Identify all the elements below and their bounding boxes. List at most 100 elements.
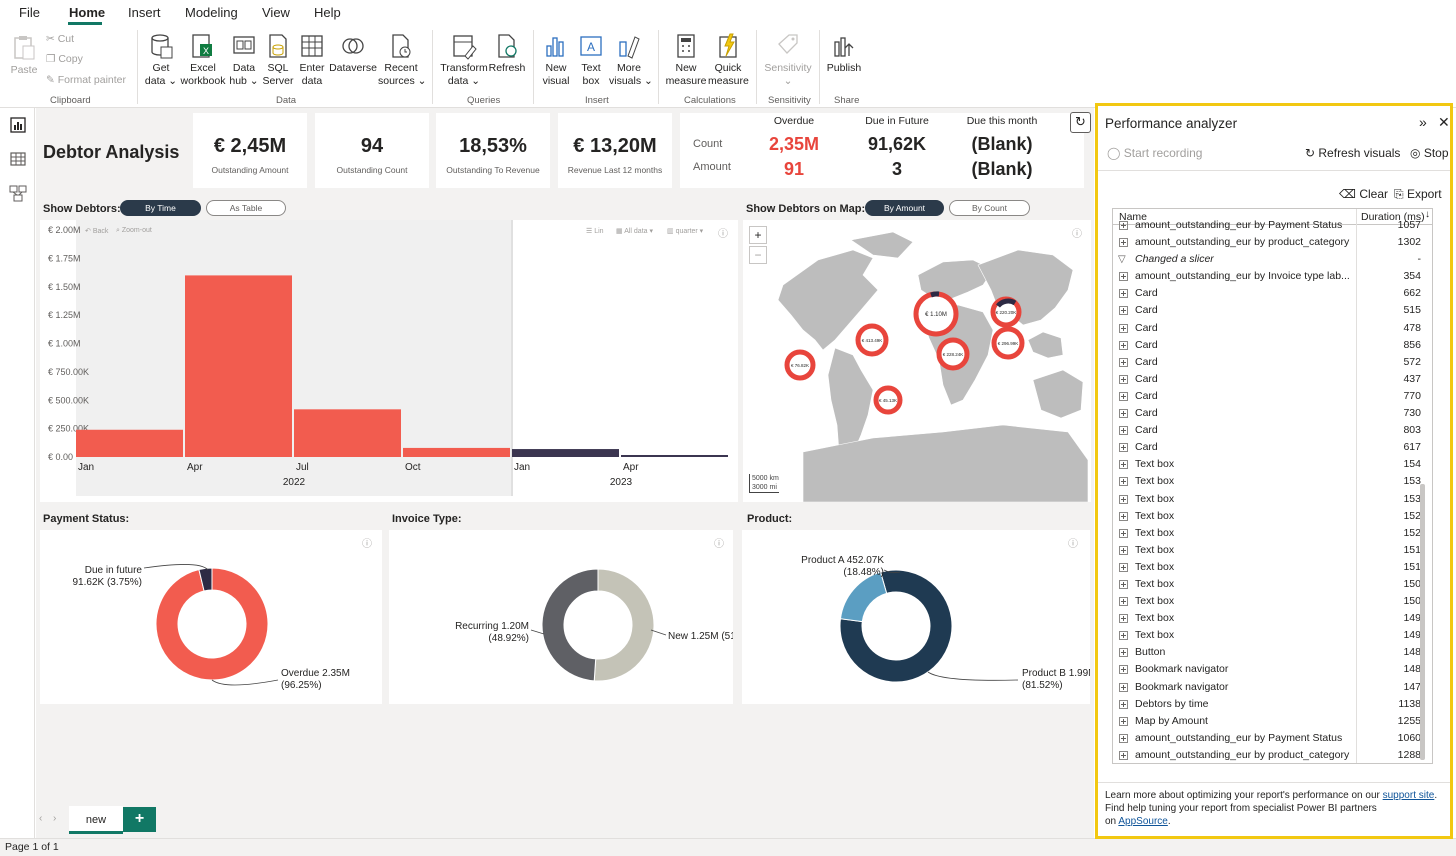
expand-icon[interactable] (1119, 597, 1128, 607)
model-view-icon[interactable] (9, 184, 27, 202)
stop-button[interactable]: ◎ Stop (1410, 146, 1449, 160)
expand-icon[interactable] (1119, 460, 1128, 470)
performance-row[interactable]: Card 730 (1113, 405, 1432, 422)
quarter-button[interactable]: ▥ quarter ▾ (667, 227, 703, 235)
expand-icon[interactable] (1119, 306, 1128, 316)
debtors-by-time-chart[interactable]: € 0.00 € 250.00K € 500.00K € 750.00K € 1.00M… (40, 220, 738, 502)
table-scrollbar[interactable] (1420, 484, 1425, 760)
menu-insert[interactable]: Insert (128, 5, 161, 20)
performance-row[interactable]: Map by Amount 1255 (1113, 713, 1432, 730)
add-page-button[interactable]: + (123, 807, 156, 832)
kpi-card[interactable]: 18,53% Outstanding To Revenue (436, 113, 550, 188)
menu-help[interactable]: Help (314, 5, 341, 20)
copy-button[interactable]: ❐ Copy (46, 53, 83, 65)
expand-icon[interactable] (1119, 426, 1128, 436)
format-painter-button[interactable]: ✎ Format painter (46, 74, 126, 86)
col-duration-header[interactable]: Duration (ms) (1361, 211, 1425, 223)
performance-row[interactable]: amount_outstanding_eur by Invoice type l… (1113, 268, 1432, 285)
expand-icon[interactable] (1119, 528, 1128, 538)
performance-row[interactable]: amount_outstanding_eur by Payment Status… (1113, 730, 1432, 747)
data-hub-button[interactable]: Data hub ⌄ (228, 32, 260, 88)
map-zoom-in-button[interactable]: + (749, 226, 767, 244)
info-icon[interactable]: ⓘ (362, 539, 372, 550)
expand-icon[interactable] (1119, 357, 1128, 367)
sensitivity-button[interactable]: Sensitivity ⌄ (762, 32, 814, 88)
appsource-link[interactable]: AppSource (1118, 816, 1168, 827)
expand-icon[interactable] (1119, 716, 1128, 726)
invoice-type-chart[interactable]: New 1.25M (51.08%) Recurring 1.20M(48.92%… (389, 530, 762, 704)
performance-row[interactable]: Text box 152 (1113, 525, 1432, 542)
expand-icon[interactable] (1119, 631, 1128, 641)
clear-button[interactable]: ⌫ Clear (1339, 187, 1388, 201)
page-tab-new[interactable]: new (69, 806, 123, 834)
expand-icon[interactable] (1119, 374, 1128, 384)
recent-sources-button[interactable]: Recent sources ⌄ (378, 32, 426, 88)
performance-row[interactable]: ▽ Changed a slicer - (1113, 251, 1432, 268)
more-visuals-button[interactable]: More visuals ⌄ (609, 32, 653, 88)
expand-icon[interactable] (1119, 443, 1128, 453)
sort-down-icon[interactable]: ↓ (1425, 209, 1430, 220)
menu-modeling[interactable]: Modeling (185, 5, 238, 20)
performance-row[interactable]: Card 662 (1113, 285, 1432, 302)
expand-icon[interactable] (1119, 511, 1128, 521)
all-data-button[interactable]: ▦ All data ▾ (616, 227, 653, 235)
performance-row[interactable]: amount_outstanding_eur by product_catego… (1113, 747, 1432, 763)
map-zoom-out-button[interactable]: − (749, 246, 767, 264)
lin-scale-button[interactable]: ☰ Lin (586, 227, 604, 235)
dataverse-button[interactable]: Dataverse (329, 32, 377, 75)
performance-row[interactable]: Text box 149 (1113, 610, 1432, 627)
performance-row[interactable]: Text box 150 (1113, 576, 1432, 593)
performance-row[interactable]: Text box 149 (1113, 627, 1432, 644)
col-name-header[interactable]: Name (1119, 211, 1148, 223)
performance-row[interactable]: amount_outstanding_eur by Payment Status… (1113, 217, 1432, 234)
expand-icon[interactable] (1119, 665, 1128, 675)
reset-button[interactable]: ↻ (1070, 112, 1091, 133)
expand-icon[interactable] (1119, 323, 1128, 333)
expand-icon[interactable] (1119, 614, 1128, 624)
report-view-icon[interactable] (9, 116, 27, 134)
new-measure-button[interactable]: New measure (664, 32, 708, 88)
refresh-visuals-button[interactable]: ↻ Refresh visuals (1305, 146, 1400, 160)
new-visual-button[interactable]: New visual (538, 32, 574, 88)
expand-icon[interactable] (1119, 221, 1128, 230)
performance-row[interactable]: Text box 152 (1113, 508, 1432, 525)
status-matrix[interactable]: Count Amount Overdue 2,35M 91 Due in Fut… (680, 113, 1084, 188)
info-icon[interactable]: ⓘ (1072, 229, 1082, 240)
performance-row[interactable]: Button 148 (1113, 644, 1432, 661)
expand-icon[interactable] (1119, 682, 1128, 692)
performance-row[interactable]: Card 437 (1113, 371, 1432, 388)
chart-zoom-out-button[interactable]: ⌕ Zoom-out (116, 227, 152, 235)
page-prev-icon[interactable]: ‹ (39, 813, 43, 824)
publish-button[interactable]: Publish (824, 32, 864, 75)
export-button[interactable]: ⎘ Export (1394, 187, 1442, 202)
quick-measure-button[interactable]: Quick measure (708, 32, 749, 88)
close-icon[interactable]: ✕ (1438, 114, 1450, 130)
as-table-toggle[interactable]: As Table (206, 200, 286, 216)
support-site-link[interactable]: support site (1382, 790, 1435, 801)
performance-row[interactable]: Text box 151 (1113, 542, 1432, 559)
transform-data-button[interactable]: Transform data ⌄ (438, 32, 490, 88)
performance-row[interactable]: Card 770 (1113, 388, 1432, 405)
expand-icon[interactable] (1119, 477, 1128, 487)
performance-row[interactable]: Text box 151 (1113, 559, 1432, 576)
menu-home[interactable]: Home (69, 5, 106, 20)
performance-row[interactable]: Card 478 (1113, 320, 1432, 337)
menu-view[interactable]: View (262, 5, 290, 20)
performance-row[interactable]: Card 617 (1113, 439, 1432, 456)
performance-row[interactable]: Debtors by time 1138 (1113, 696, 1432, 713)
kpi-card[interactable]: 94 Outstanding Count (315, 113, 429, 188)
expand-icon[interactable] (1119, 579, 1128, 589)
expand-icon[interactable] (1119, 409, 1128, 419)
expand-icon[interactable] (1119, 562, 1128, 572)
expand-icon[interactable] (1119, 494, 1128, 504)
refresh-button[interactable]: Refresh (488, 32, 526, 75)
kpi-card[interactable]: € 13,20M Revenue Last 12 months (558, 113, 672, 188)
by-count-toggle[interactable]: By Count (949, 200, 1030, 216)
expand-icon[interactable] (1119, 733, 1128, 743)
performance-row[interactable]: Text box 153 (1113, 491, 1432, 508)
chart-back-button[interactable]: ↶ Back (85, 227, 108, 235)
expand-icon[interactable] (1119, 238, 1128, 248)
performance-row[interactable]: Text box 154 (1113, 456, 1432, 473)
cut-button[interactable]: ✂ Cut (46, 33, 74, 45)
sql-server-button[interactable]: SQL Server (262, 32, 294, 88)
